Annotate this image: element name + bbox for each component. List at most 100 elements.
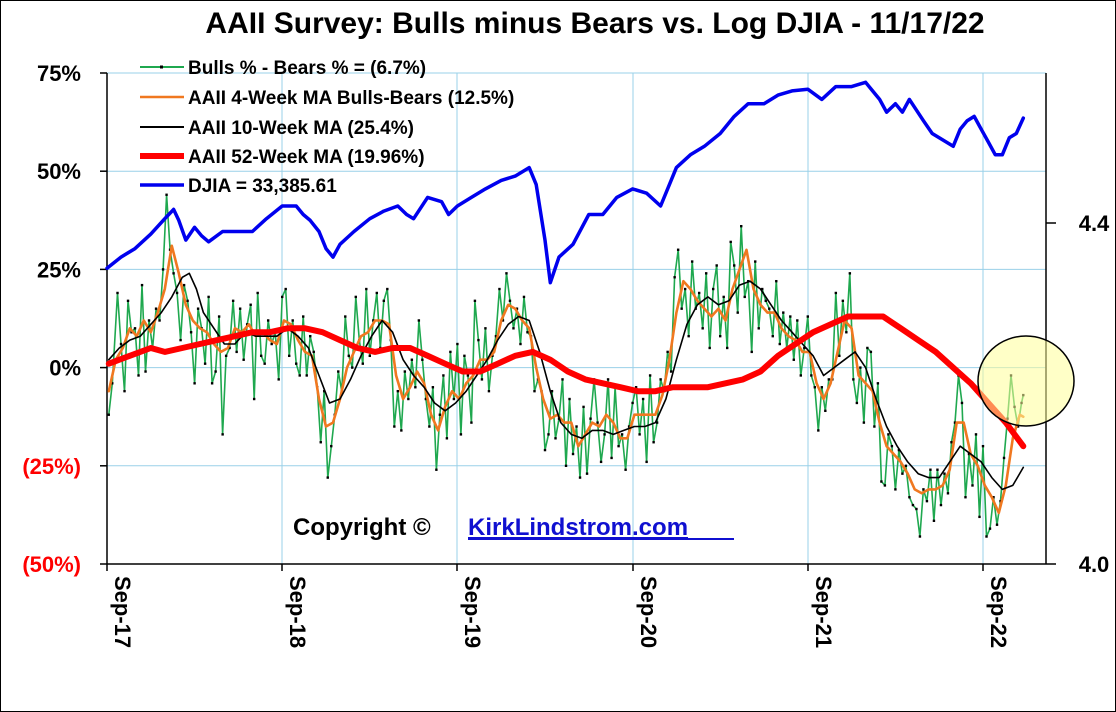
bulls-bears-marker [133, 327, 137, 330]
bulls-bears-marker [771, 334, 774, 338]
bulls-bears-marker [494, 334, 498, 338]
series-bulls-minus-bears [108, 194, 1025, 538]
bulls-bears-marker [477, 338, 480, 342]
bulls-bears-marker [827, 378, 831, 381]
bulls-bears-marker [1002, 456, 1006, 460]
bulls-bears-marker [344, 315, 347, 318]
bulls-bears-marker [845, 331, 848, 334]
bulls-bears-marker [680, 307, 683, 310]
bulls-bears-marker [974, 433, 978, 436]
bulls-bears-marker [981, 444, 985, 448]
bulls-bears-marker [582, 405, 585, 409]
bulls-bears-marker [224, 354, 228, 358]
bulls-bears-marker [943, 472, 946, 475]
bulls-bears-marker [442, 374, 445, 377]
bulls-bears-marker [123, 389, 126, 393]
copyright-link[interactable]: KirkLindstrom.com [468, 514, 688, 541]
bulls-bears-marker [186, 299, 189, 303]
bulls-bears-marker [726, 346, 729, 350]
bulls-bears-marker [683, 287, 687, 291]
bulls-bears-marker [810, 374, 813, 377]
bulls-bears-marker [284, 287, 287, 291]
bulls-bears-marker [589, 417, 592, 420]
bulls-bears-marker [824, 409, 827, 413]
bulls-bears-marker [676, 248, 680, 251]
bulls-bears-marker [281, 295, 284, 299]
bulls-bears-marker [669, 370, 673, 373]
right-tick-label: 4.4 [1079, 211, 1110, 236]
bulls-bears-marker [904, 464, 908, 467]
bulls-bears-marker [796, 319, 799, 322]
bulls-bears-marker [470, 421, 473, 424]
bulls-bears-marker [585, 472, 589, 475]
bulls-bears-marker [368, 354, 371, 358]
bulls-bears-marker [288, 354, 291, 358]
bulls-bears-marker [813, 386, 817, 389]
bulls-bears-marker [382, 299, 386, 303]
bulls-bears-marker [372, 319, 375, 322]
left-axis-ticks: 75% 50% 25% 0% (25%) (50%) [22, 61, 107, 577]
bulls-bears-marker [302, 315, 305, 318]
bulls-bears-marker [543, 448, 547, 452]
bulls-bears-marker [421, 358, 424, 361]
bulls-bears-marker [501, 319, 505, 322]
bulls-bears-marker [901, 472, 904, 475]
bulls-bears-marker [750, 350, 753, 354]
bulls-bears-marker [697, 291, 701, 295]
bulls-bears-marker [789, 315, 792, 318]
bulls-bears-marker [561, 378, 564, 381]
bulls-bears-marker [473, 299, 477, 303]
bulls-bears-marker [547, 433, 550, 436]
bulls-bears-marker [256, 291, 259, 295]
bulls-bears-marker [768, 307, 771, 310]
x-tick-label: Sep-20 [636, 576, 661, 648]
bulls-bears-marker [704, 272, 708, 275]
bulls-bears-marker [929, 468, 932, 471]
bulls-bears-marker [221, 433, 224, 436]
bulls-bears-marker [708, 346, 711, 350]
x-tick-label: Sep-21 [811, 576, 836, 648]
bulls-bears-marker [396, 389, 400, 393]
bulls-bears-marker [701, 327, 704, 330]
bulls-bears-marker [400, 429, 403, 432]
x-tick-label: Sep-19 [460, 576, 485, 648]
bulls-bears-marker [354, 295, 357, 299]
bulls-bears-marker [193, 382, 196, 385]
legend-label: AAII 4-Week MA Bulls-Bears (12.5%) [188, 88, 514, 109]
bulls-bears-marker [291, 319, 294, 322]
x-tick-label: Sep-22 [986, 576, 1011, 648]
bulls-bears-marker [365, 287, 368, 291]
bulls-bears-marker [111, 382, 114, 385]
bulls-bears-marker [449, 350, 452, 354]
bulls-bears-marker [915, 507, 918, 511]
bulls-bears-marker [757, 327, 760, 330]
bulls-bears-marker [711, 287, 715, 291]
bulls-bears-marker [978, 515, 981, 519]
bulls-bears-marker [107, 413, 110, 416]
bulls-bears-marker [182, 283, 186, 287]
bulls-bears-marker [995, 523, 999, 526]
bulls-bears-marker [852, 378, 855, 381]
bulls-bears-marker [175, 291, 179, 295]
bulls-bears-marker [165, 193, 168, 196]
bulls-bears-marker [491, 354, 494, 358]
highlight-circle [977, 335, 1075, 427]
bulls-bears-marker [179, 338, 182, 342]
legend-label: DJIA = 33,385.61 [188, 176, 337, 197]
bulls-bears-marker [459, 433, 463, 436]
legend-label: Bulls % - Bears % = (6.7%) [188, 58, 426, 79]
bulls-bears-marker [337, 370, 340, 373]
bulls-bears-marker [207, 295, 210, 299]
bulls-bears-marker [578, 476, 582, 479]
bulls-bears-marker [158, 319, 161, 322]
bulls-bears-marker [624, 468, 627, 471]
bulls-bears-marker [137, 374, 140, 377]
bulls-bears-marker [403, 370, 407, 373]
bulls-bears-marker [641, 397, 645, 401]
bulls-bears-marker [252, 397, 256, 401]
bulls-bears-marker [393, 425, 396, 428]
bulls-bears-marker [508, 299, 512, 303]
bulls-bears-marker [599, 460, 603, 464]
bulls-bears-marker [922, 488, 925, 491]
